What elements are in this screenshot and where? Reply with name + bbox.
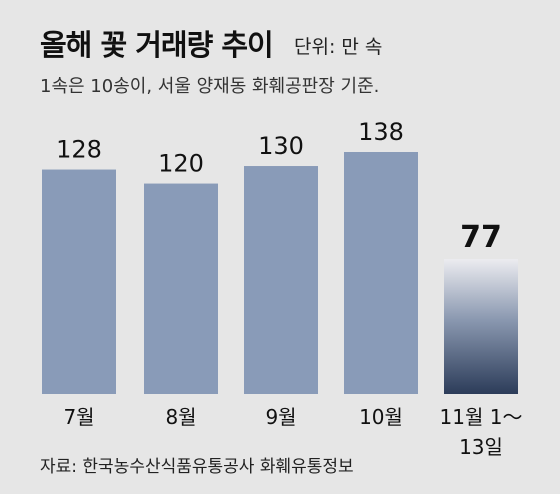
unit-label: 단위: 만 속 (294, 36, 383, 58)
x-tick-label-4: 10월 (359, 405, 403, 429)
chart-title: 올해 꽃 거래량 추이 (40, 28, 274, 62)
x-tick-label-2: 8월 (165, 405, 196, 429)
source-note: 자료: 한국농수산식품유통공사 화훼유통정보 (40, 457, 354, 477)
bar-3 (244, 166, 318, 394)
x-tick-label-3: 9월 (265, 405, 296, 429)
x-tick-label-1: 7월 (63, 405, 94, 429)
value-label-1: 128 (56, 136, 102, 164)
chart-subtitle: 1속은 10송이, 서울 양재동 화훼공판장 기준. (40, 76, 380, 97)
bar-2 (144, 183, 218, 394)
bar-5 (444, 258, 518, 394)
value-label-4: 138 (358, 118, 404, 146)
bar-4 (344, 152, 418, 394)
x-tick-label-5-line-1: 11월 1～ (440, 405, 523, 429)
value-label-3: 130 (258, 132, 304, 160)
x-tick-label-5-line-2: 13일 (459, 435, 503, 459)
value-label-5: 77 (460, 220, 502, 255)
bar-1 (42, 169, 116, 394)
value-label-2: 120 (158, 150, 204, 178)
bars-group: 128 7월 120 8월 130 9월 138 10월 77 11월 1～ 13일 (42, 118, 522, 459)
